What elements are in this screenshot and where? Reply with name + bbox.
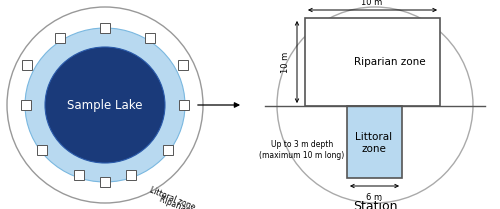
Text: 6 m: 6 m [366, 193, 382, 202]
Text: Riparian zone: Riparian zone [158, 195, 210, 209]
Bar [163, 145, 173, 155]
Text: 10 m: 10 m [281, 51, 290, 73]
Text: Riparian zone: Riparian zone [354, 57, 426, 67]
Ellipse shape [25, 28, 185, 182]
Bar [22, 60, 32, 70]
Text: Station: Station [353, 200, 397, 209]
Bar [74, 170, 84, 180]
Bar [100, 177, 110, 187]
Ellipse shape [45, 47, 165, 163]
Bar [100, 23, 110, 33]
Circle shape [277, 7, 473, 203]
Text: Littoral zone: Littoral zone [148, 186, 196, 209]
Bar [145, 33, 155, 43]
Bar [37, 145, 47, 155]
Bar [347, 106, 402, 178]
Text: Littoral
zone: Littoral zone [356, 132, 393, 154]
Bar [305, 18, 440, 106]
Bar [55, 33, 65, 43]
Text: 10 m: 10 m [362, 0, 382, 7]
Bar [21, 100, 31, 110]
Bar [179, 100, 189, 110]
Bar [178, 60, 188, 70]
Text: Up to 3 m depth
(maximum 10 m long): Up to 3 m depth (maximum 10 m long) [260, 140, 344, 160]
Text: Sample Lake: Sample Lake [67, 98, 143, 111]
Bar [126, 170, 136, 180]
